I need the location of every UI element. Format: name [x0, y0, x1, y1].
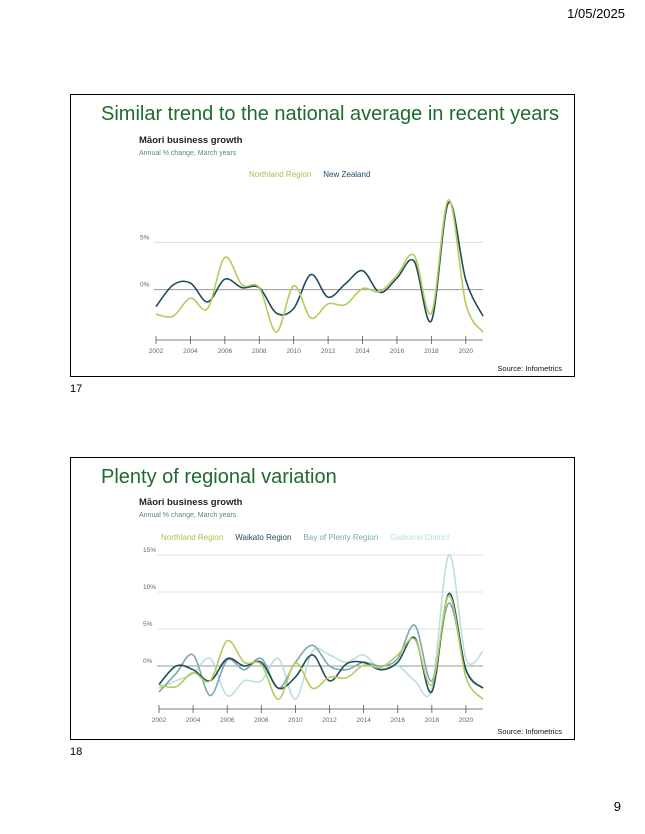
page-date: 1/05/2025 — [567, 6, 625, 21]
x-tick-label: 2018 — [424, 348, 439, 355]
x-tick-label: 2020 — [459, 348, 474, 355]
chart-legend: Northland Region Waikato Region Bay of P… — [161, 533, 449, 542]
y-tick-label: 5% — [140, 234, 150, 241]
legend-waikato: Waikato Region — [235, 533, 292, 542]
x-tick-label: 2010 — [288, 717, 303, 724]
series-line-bay-of-plenty-region — [158, 602, 484, 697]
x-tick-label: 2010 — [286, 348, 301, 355]
chart-subtitle: Annual % change, March years — [139, 512, 237, 519]
y-tick-label: 15% — [143, 547, 156, 554]
x-tick-label: 2016 — [390, 348, 405, 355]
slide-title: Plenty of regional variation — [101, 466, 337, 488]
series-line-waikato-region — [158, 592, 484, 693]
x-tick-label: 2020 — [459, 717, 474, 724]
y-tick-label: 10% — [143, 584, 156, 591]
legend-gisborne: Gisborne District — [390, 533, 450, 542]
chart-1-svg: 0% 5% 2002 2004 2006 2008 2010 2012 2014 2016 2018… — [140, 198, 484, 355]
y-tick-label: 0% — [143, 658, 153, 665]
x-tick-label: 2004 — [186, 717, 201, 724]
x-tick-label: 2008 — [252, 348, 267, 355]
chart-2-svg: 0% 5% 10% 15% 2002 2004 2006 2008 2010 2012 2014 20… — [143, 547, 484, 724]
x-tick-label: 2002 — [149, 348, 164, 355]
series-line-northland-region — [158, 594, 484, 701]
legend-bay-of-plenty: Bay of Plenty Region — [303, 533, 379, 542]
slide-title: Similar trend to the national average in… — [101, 103, 560, 125]
slide-17: Similar trend to the national average in… — [70, 94, 575, 377]
x-tick-label: 2012 — [321, 348, 336, 355]
page-number: 9 — [613, 799, 621, 814]
x-tick-label: 2006 — [218, 348, 233, 355]
y-tick-label: 0% — [140, 282, 150, 289]
y-tick-label: 5% — [143, 621, 153, 628]
legend-northland: Northland Region — [161, 533, 224, 542]
x-tick-label: 2016 — [391, 717, 406, 724]
chart-title: Māori business growth — [139, 135, 243, 146]
slide-number: 18 — [70, 746, 83, 758]
source-note: Source: Infometrics — [497, 727, 562, 736]
x-tick-label: 2014 — [355, 348, 370, 355]
x-tick-label: 2008 — [254, 717, 269, 724]
x-tick-label: 2012 — [322, 717, 337, 724]
chart-subtitle: Annual % change, March years — [139, 150, 237, 157]
slide-number: 17 — [70, 383, 83, 395]
slide-18: Plenty of regional variation Māori busin… — [70, 457, 575, 740]
x-tick-label: 2002 — [152, 717, 167, 724]
x-tick-label: 2018 — [425, 717, 440, 724]
legend-northland: Northland Region — [249, 170, 312, 179]
series-line-northland-region — [155, 198, 484, 334]
legend-new-zealand: New Zealand — [323, 170, 371, 179]
x-tick-label: 2006 — [220, 717, 235, 724]
x-tick-label: 2004 — [183, 348, 198, 355]
chart-legend: Northland Region New Zealand — [249, 170, 370, 179]
chart-title: Māori business growth — [139, 497, 243, 508]
x-tick-label: 2014 — [356, 717, 371, 724]
source-note: Source: Infometrics — [497, 364, 562, 373]
series-line-gisborne-district — [158, 554, 484, 701]
